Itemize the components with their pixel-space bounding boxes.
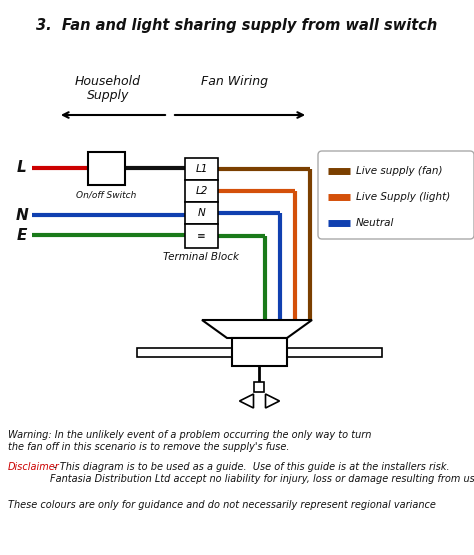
Text: Disclaimer: Disclaimer [8, 462, 60, 472]
Bar [185, 158, 218, 180]
FancyBboxPatch shape [318, 151, 474, 239]
Text: L1: L1 [195, 164, 208, 174]
Text: E: E [17, 228, 27, 243]
Bar [232, 338, 287, 366]
Text: Supply: Supply [87, 89, 129, 102]
Text: ≡: ≡ [197, 231, 206, 241]
Bar [185, 202, 218, 224]
Text: Neutral: Neutral [356, 218, 394, 228]
Bar [88, 152, 125, 185]
Text: 3.  Fan and light sharing supply from wall switch: 3. Fan and light sharing supply from wal… [36, 18, 438, 33]
Text: N: N [198, 208, 205, 218]
Text: Terminal Block: Terminal Block [164, 252, 239, 262]
Text: - This diagram is to be used as a guide.  Use of this guide is at the installers: - This diagram is to be used as a guide.… [50, 462, 474, 483]
Bar [185, 224, 218, 248]
Bar [185, 180, 218, 202]
Bar [255, 382, 264, 392]
Text: N: N [16, 208, 28, 223]
Text: L: L [17, 160, 27, 175]
Text: Live supply (fan): Live supply (fan) [356, 166, 443, 176]
Text: Warning: In the unlikely event of a problem occurring the only way to turn
the f: Warning: In the unlikely event of a prob… [8, 430, 371, 452]
Polygon shape [239, 394, 254, 408]
Polygon shape [202, 320, 312, 338]
Bar [287, 347, 382, 356]
Text: Live Supply (light): Live Supply (light) [356, 192, 450, 202]
Text: Fan Wiring: Fan Wiring [201, 75, 268, 88]
Bar [137, 347, 232, 356]
Polygon shape [265, 394, 280, 408]
Text: On/off Switch: On/off Switch [76, 190, 137, 199]
Text: These colours are only for guidance and do not necessarily represent regional va: These colours are only for guidance and … [8, 500, 436, 510]
Text: Household: Household [75, 75, 141, 88]
Text: L2: L2 [195, 186, 208, 196]
